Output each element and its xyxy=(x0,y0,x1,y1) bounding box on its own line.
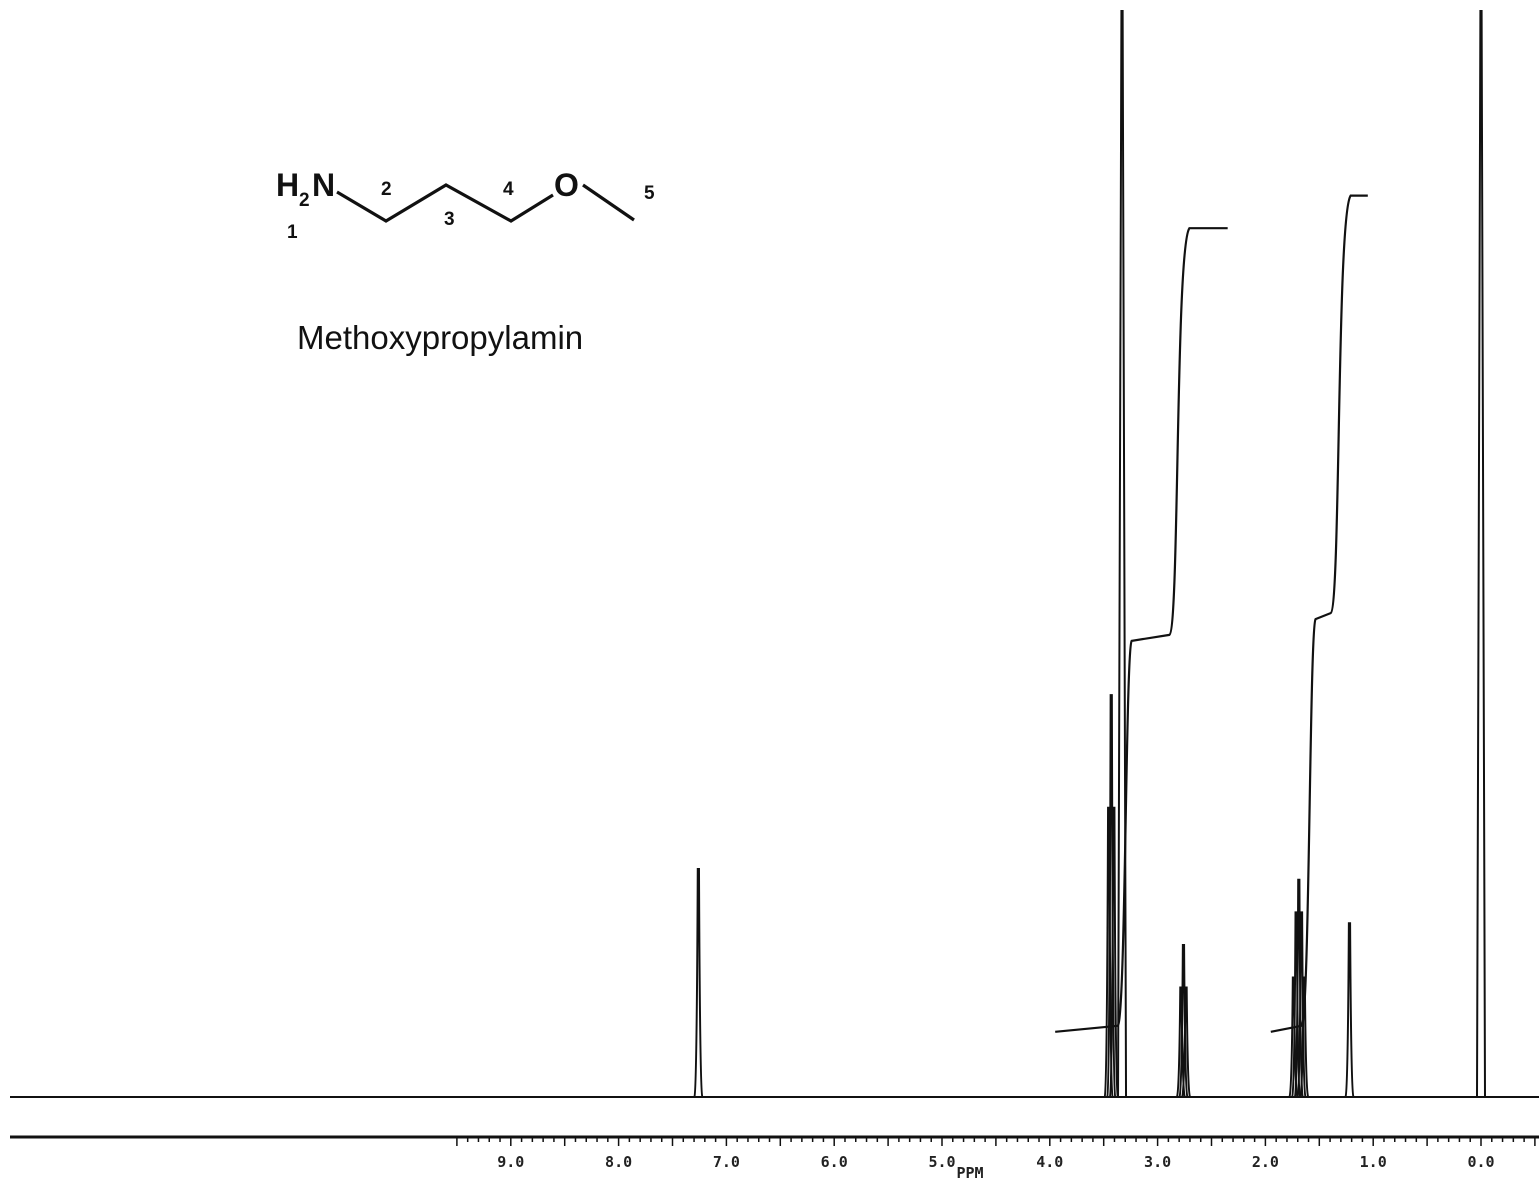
position-label-2: 2 xyxy=(381,179,392,200)
methyl-bond xyxy=(582,183,635,222)
peak-line-3-2 xyxy=(1175,986,1186,1098)
amine-h-subscript: 2 xyxy=(299,190,310,211)
peak-line-6-0 xyxy=(1476,10,1486,1098)
ppm-axis-tick-labels: 9.0 8.0 7.0 6.0 5.0 4.0 3.0 2.0 1.0 0.0 xyxy=(497,1153,1494,1171)
peak-line-4-4 xyxy=(1288,976,1299,1098)
integral-curves xyxy=(1055,194,1368,1033)
peak-line-5-0 xyxy=(1344,922,1355,1098)
axis-tick-label-4: 5.0 xyxy=(928,1153,955,1171)
ppm-axis-unit-label: PPM xyxy=(956,1164,983,1181)
amine-h-label: H xyxy=(276,167,299,203)
integral-curve-1 xyxy=(1270,194,1368,1033)
axis-tick-label-2: 7.0 xyxy=(713,1153,740,1171)
peak-line-2-0 xyxy=(1117,10,1128,1098)
peak-line-4-3 xyxy=(1291,911,1302,1098)
peak-line-1-2 xyxy=(1103,806,1114,1098)
ppm-axis-ticks xyxy=(456,1137,1536,1146)
position-label-3: 3 xyxy=(444,209,455,230)
integral-curve-0 xyxy=(1055,227,1228,1033)
propyl-chain-bonds xyxy=(336,183,554,223)
position-label-4: 4 xyxy=(503,179,514,200)
compound-name: Methoxypropylamin xyxy=(297,319,583,356)
axis-tick-label-8: 1.0 xyxy=(1360,1153,1387,1171)
axis-tick-label-7: 2.0 xyxy=(1252,1153,1279,1171)
axis-tick-label-6: 3.0 xyxy=(1144,1153,1171,1171)
axis-tick-label-3: 6.0 xyxy=(821,1153,848,1171)
position-label-5: 5 xyxy=(644,183,655,204)
ether-o-label: O xyxy=(554,167,579,203)
peak-line-3-1 xyxy=(1178,943,1189,1098)
peak-line-1-1 xyxy=(1106,694,1117,1098)
axis-tick-label-1: 8.0 xyxy=(605,1153,632,1171)
axis-tick-label-9: 0.0 xyxy=(1467,1153,1494,1171)
peak-line-0-0 xyxy=(693,867,704,1098)
spectrum-peaks xyxy=(693,10,1486,1098)
axis-tick-label-5: 4.0 xyxy=(1036,1153,1063,1171)
position-label-1: 1 xyxy=(287,222,298,243)
molecule-structure: H 2 N O 1 2 3 4 5 xyxy=(276,167,655,243)
ppm-axis: 9.0 8.0 7.0 6.0 5.0 4.0 3.0 2.0 1.0 0.0 PPM xyxy=(10,1135,1539,1181)
axis-tick-label-0: 9.0 xyxy=(497,1153,524,1171)
amine-n-label: N xyxy=(312,167,335,203)
